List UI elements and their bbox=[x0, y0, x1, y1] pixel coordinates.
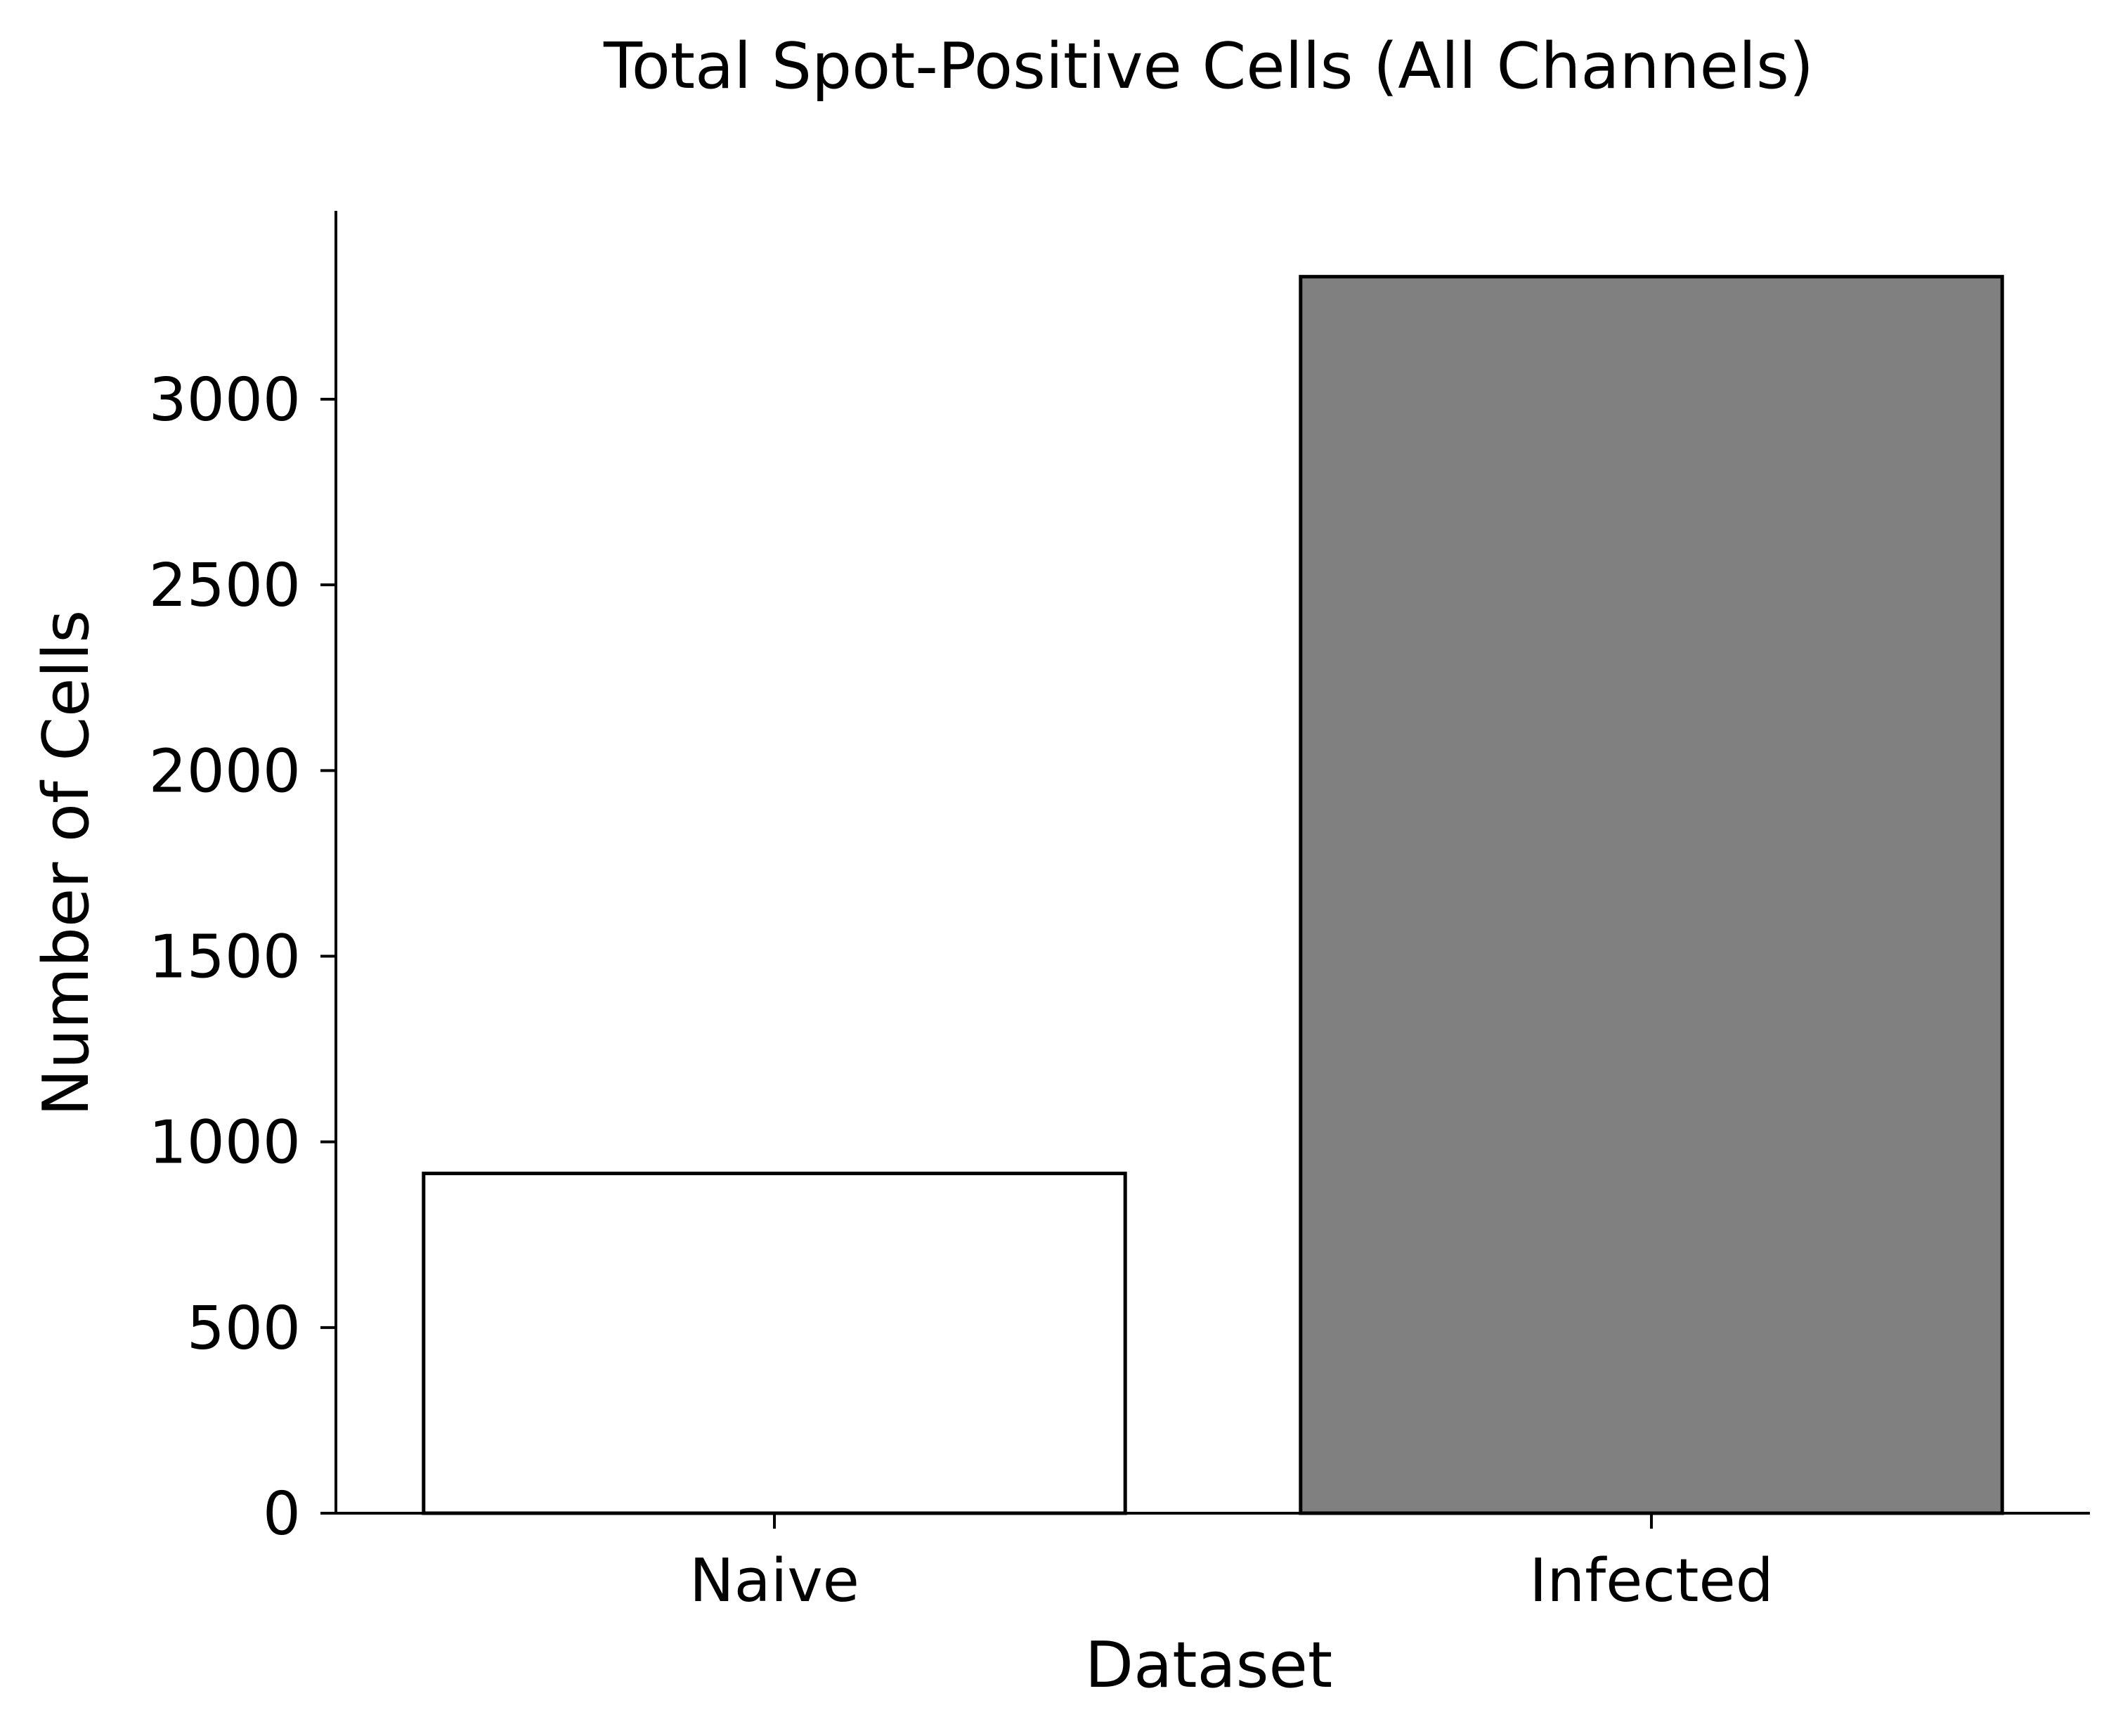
x-axis-ticks: Naive Infected bbox=[689, 1513, 1774, 1616]
chart-title: Total Spot-Positive Cells (All Channels) bbox=[603, 30, 1814, 103]
y-tick-label: 2000 bbox=[149, 737, 301, 806]
x-tick-label: Infected bbox=[1529, 1546, 1773, 1616]
y-tick-label: 1000 bbox=[149, 1108, 301, 1178]
bars-layer bbox=[422, 275, 2004, 1515]
bar-infected bbox=[1299, 275, 2004, 1515]
y-tick-label: 0 bbox=[263, 1479, 301, 1549]
x-tick-label: Naive bbox=[689, 1546, 859, 1616]
y-tick-label: 3000 bbox=[149, 365, 301, 435]
y-tick-label: 500 bbox=[187, 1294, 301, 1363]
y-axis-ticks: 0 500 1000 1500 2000 2500 3000 bbox=[149, 365, 336, 1549]
bar-naive bbox=[422, 1172, 1127, 1515]
y-tick-label: 2500 bbox=[149, 551, 301, 621]
y-tick-label: 1500 bbox=[149, 923, 301, 992]
y-axis-label: Number of Cells bbox=[30, 610, 103, 1117]
x-axis-label: Dataset bbox=[1085, 1628, 1332, 1702]
